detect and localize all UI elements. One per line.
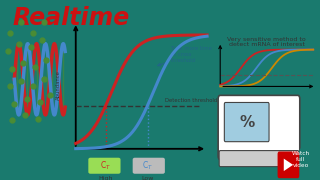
Text: %: % (239, 115, 254, 130)
Text: Realtime: Realtime (12, 6, 130, 30)
FancyBboxPatch shape (218, 95, 300, 159)
Text: qRT-PCR: qRT-PCR (230, 6, 304, 21)
FancyBboxPatch shape (277, 152, 299, 178)
Text: Watch
full
video: Watch full video (292, 151, 310, 168)
Text: High: High (99, 176, 113, 180)
Polygon shape (277, 126, 318, 179)
Text: Very sensitive method to
detect mRNA of interest: Very sensitive method to detect mRNA of … (227, 37, 306, 47)
Text: Detection threshold: Detection threshold (165, 98, 217, 103)
Text: Low: Low (141, 176, 154, 180)
FancyBboxPatch shape (224, 102, 269, 142)
FancyBboxPatch shape (219, 151, 299, 167)
Text: PCR: PCR (129, 6, 182, 30)
Text: C$_T$: C$_T$ (100, 159, 111, 172)
Polygon shape (284, 159, 293, 171)
Text: C$_T$: C$_T$ (142, 159, 153, 172)
Text: Abundance: Abundance (56, 71, 61, 100)
FancyBboxPatch shape (133, 158, 165, 174)
FancyBboxPatch shape (88, 158, 121, 174)
Text: Took more time
to cross
threshold: Took more time to cross threshold (158, 46, 212, 66)
